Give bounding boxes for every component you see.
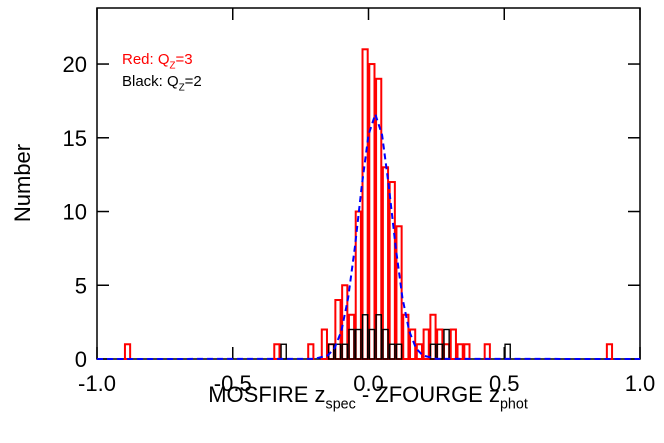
legend-label-part: Red: Q	[122, 51, 170, 68]
x-axis-label-sub: phot	[500, 397, 528, 413]
histogram-bar	[334, 343, 342, 360]
histogram-bar	[307, 343, 315, 361]
histogram-bar	[456, 343, 464, 361]
histogram-bar	[463, 343, 471, 361]
histogram-bar	[388, 343, 396, 360]
y-tick-label: 0	[75, 347, 87, 372]
histogram-bar	[280, 343, 287, 360]
legend-label-part: =3	[176, 51, 193, 68]
x-axis-label-sub: spec	[326, 397, 356, 413]
y-tick-label: 10	[63, 200, 87, 225]
histogram-bar	[395, 343, 403, 360]
legend-label: Black: QZ=2	[122, 73, 202, 94]
y-tick-label: 20	[63, 52, 87, 77]
legend-label-part: =2	[185, 73, 202, 90]
histogram-bar	[483, 343, 491, 361]
histogram-bar	[368, 328, 376, 360]
histogram-bar	[327, 343, 335, 360]
histogram-bar	[273, 343, 281, 361]
histogram-bar	[341, 343, 349, 360]
histogram-bar	[347, 313, 356, 361]
histogram-bar	[504, 343, 511, 360]
histogram-bar	[605, 343, 614, 361]
histogram-bar	[375, 314, 382, 360]
histogram-bar	[334, 299, 342, 360]
histogram-bar	[449, 328, 457, 361]
histogram-bar	[361, 48, 369, 360]
x-tick-label: 0.5	[489, 371, 520, 396]
x-tick-label: -1.0	[78, 371, 116, 396]
legend-label-sub: Z	[179, 83, 185, 94]
histogram-bar	[361, 314, 369, 360]
y-tick-label: 5	[75, 273, 87, 298]
legend-label: Red: QZ=3	[122, 51, 193, 72]
fit-line	[96, 110, 641, 360]
histogram-bar	[327, 343, 335, 361]
histogram-bar	[422, 328, 430, 361]
x-tick-label: 1.0	[625, 371, 656, 396]
histogram-series	[123, 48, 614, 361]
x-axis-label: MOSFIRE zspec - ZFOURGE zphot	[208, 382, 528, 413]
y-axis-label: Number	[10, 144, 35, 222]
histogram-bar	[341, 284, 349, 360]
histogram-bar	[368, 63, 376, 360]
x-axis-label-part: - ZFOURGE z	[356, 382, 500, 407]
histogram-bar	[402, 313, 410, 361]
histogram-bar	[320, 328, 328, 361]
histogram-bar	[354, 210, 362, 360]
histogram-bar	[375, 77, 383, 360]
legend-label-part: Black: Q	[122, 73, 179, 90]
x-tick-label: 0.0	[353, 371, 384, 396]
legend-label-sub: Z	[170, 61, 176, 72]
histogram-bar	[442, 343, 451, 361]
histogram-bar	[355, 328, 362, 360]
x-tick-label: -0.5	[214, 371, 252, 396]
y-tick-label: 15	[63, 126, 87, 151]
histogram-bar	[381, 166, 390, 360]
histogram-series	[280, 314, 511, 360]
histogram-bar	[123, 343, 132, 361]
histogram-bar	[429, 313, 437, 361]
histogram-bar	[415, 343, 423, 361]
x-axis-label-part: MOSFIRE z	[208, 382, 325, 407]
histogram-bar	[429, 343, 437, 360]
histogram-bar	[382, 328, 389, 360]
histogram-bar	[348, 328, 355, 360]
